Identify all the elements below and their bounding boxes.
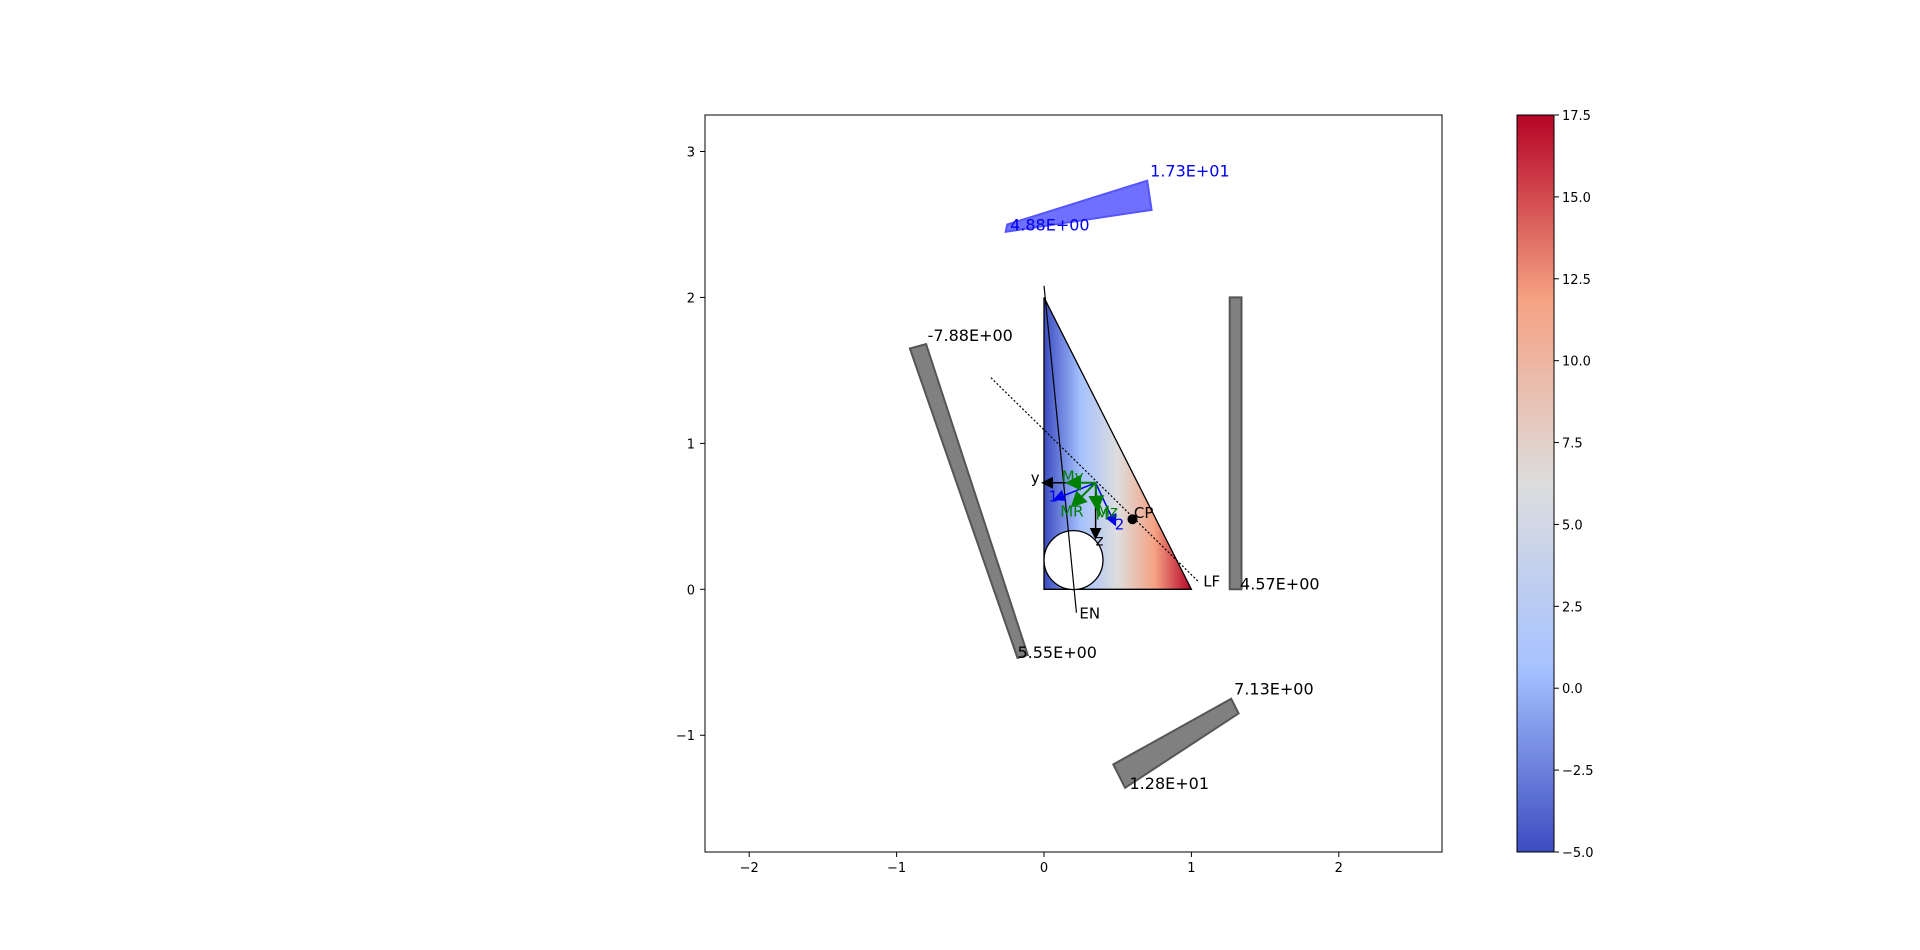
principal-axis-2-label: 2 xyxy=(1115,515,1125,533)
moment-mz-label: Mz xyxy=(1097,502,1118,520)
colorbar-tick-label: 2.5 xyxy=(1562,600,1583,615)
colorbar-tick-label: −5.0 xyxy=(1562,846,1594,861)
load-force-label: LF xyxy=(1203,572,1220,590)
neutral-axis-line xyxy=(1043,285,1078,613)
moment-m-label: M xyxy=(1096,505,1109,523)
y-tick-label: −1 xyxy=(676,729,695,744)
moment-mz-arrow xyxy=(1088,482,1105,512)
x-axis-ticks: −2 −1 0 1 2 xyxy=(740,852,1343,876)
colorbar-tick-label: 0.0 xyxy=(1562,682,1583,697)
diagram-top-start-label: 4.88E+00 xyxy=(1010,215,1089,234)
centre-of-pressure-point xyxy=(1127,514,1138,525)
y-tick-label: 0 xyxy=(687,583,695,598)
diagram-left-end-label: 5.55E+00 xyxy=(1017,643,1097,662)
y-tick-label: 2 xyxy=(687,291,695,306)
colorbar-tick-label: 12.5 xyxy=(1562,273,1591,288)
load-force-line xyxy=(990,377,1200,583)
diagram-top-end-label: 1.73E+01 xyxy=(1150,161,1230,180)
y-axis-ticks: −1 0 1 2 3 xyxy=(676,145,705,744)
principal-axis-2-arrow xyxy=(1094,482,1117,527)
colorbar-tick-label: 7.5 xyxy=(1562,437,1583,452)
centre-of-pressure-label: CP xyxy=(1134,504,1154,522)
plot-frame xyxy=(704,114,1443,853)
diagram-right-label: 4.57E+00 xyxy=(1240,574,1320,593)
moment-my-label: My xyxy=(1062,467,1084,485)
stress-diagram-right xyxy=(1228,296,1243,591)
neutral-axis-label: EN xyxy=(1079,604,1100,622)
moment-mr-arrow xyxy=(1070,482,1097,508)
y-axis-label: y xyxy=(1031,469,1040,487)
colorbar xyxy=(1516,114,1555,853)
x-tick-label: −2 xyxy=(740,861,759,876)
x-tick-label: 2 xyxy=(1335,861,1343,876)
x-tick-label: −1 xyxy=(887,861,906,876)
colorbar-tick-label: 17.5 xyxy=(1562,109,1591,124)
colorbar-tick-label: 10.0 xyxy=(1562,355,1591,370)
colorbar-tick-label: 5.0 xyxy=(1562,518,1583,533)
cross-section-triangle xyxy=(1043,297,1193,590)
x-tick-label: 1 xyxy=(1187,861,1195,876)
stress-diagram-top xyxy=(1004,179,1153,234)
section-hole xyxy=(1043,529,1104,591)
stress-diagram-bottom xyxy=(1111,697,1240,790)
diagram-left-start-label: -7.88E+00 xyxy=(928,326,1013,345)
z-axis-label: z xyxy=(1096,532,1104,550)
colorbar-ticks: −5.0 −2.5 0.0 2.5 5.0 7.5 10.0 12.5 15.0 17.5 xyxy=(1554,109,1594,861)
moment-mr-label: MR xyxy=(1060,502,1083,520)
x-tick-label: 0 xyxy=(1040,861,1048,876)
diagram-bottom-end-label: 1.28E+01 xyxy=(1130,774,1210,793)
y-tick-label: 3 xyxy=(687,145,695,160)
colorbar-tick-label: −2.5 xyxy=(1562,764,1594,779)
principal-axis-1-label: 1 xyxy=(1048,488,1058,506)
y-tick-label: 1 xyxy=(687,437,695,452)
diagram-bottom-start-label: 7.13E+00 xyxy=(1234,679,1314,698)
stress-diagram-left xyxy=(908,342,1030,660)
colorbar-tick-label: 15.0 xyxy=(1562,191,1591,206)
